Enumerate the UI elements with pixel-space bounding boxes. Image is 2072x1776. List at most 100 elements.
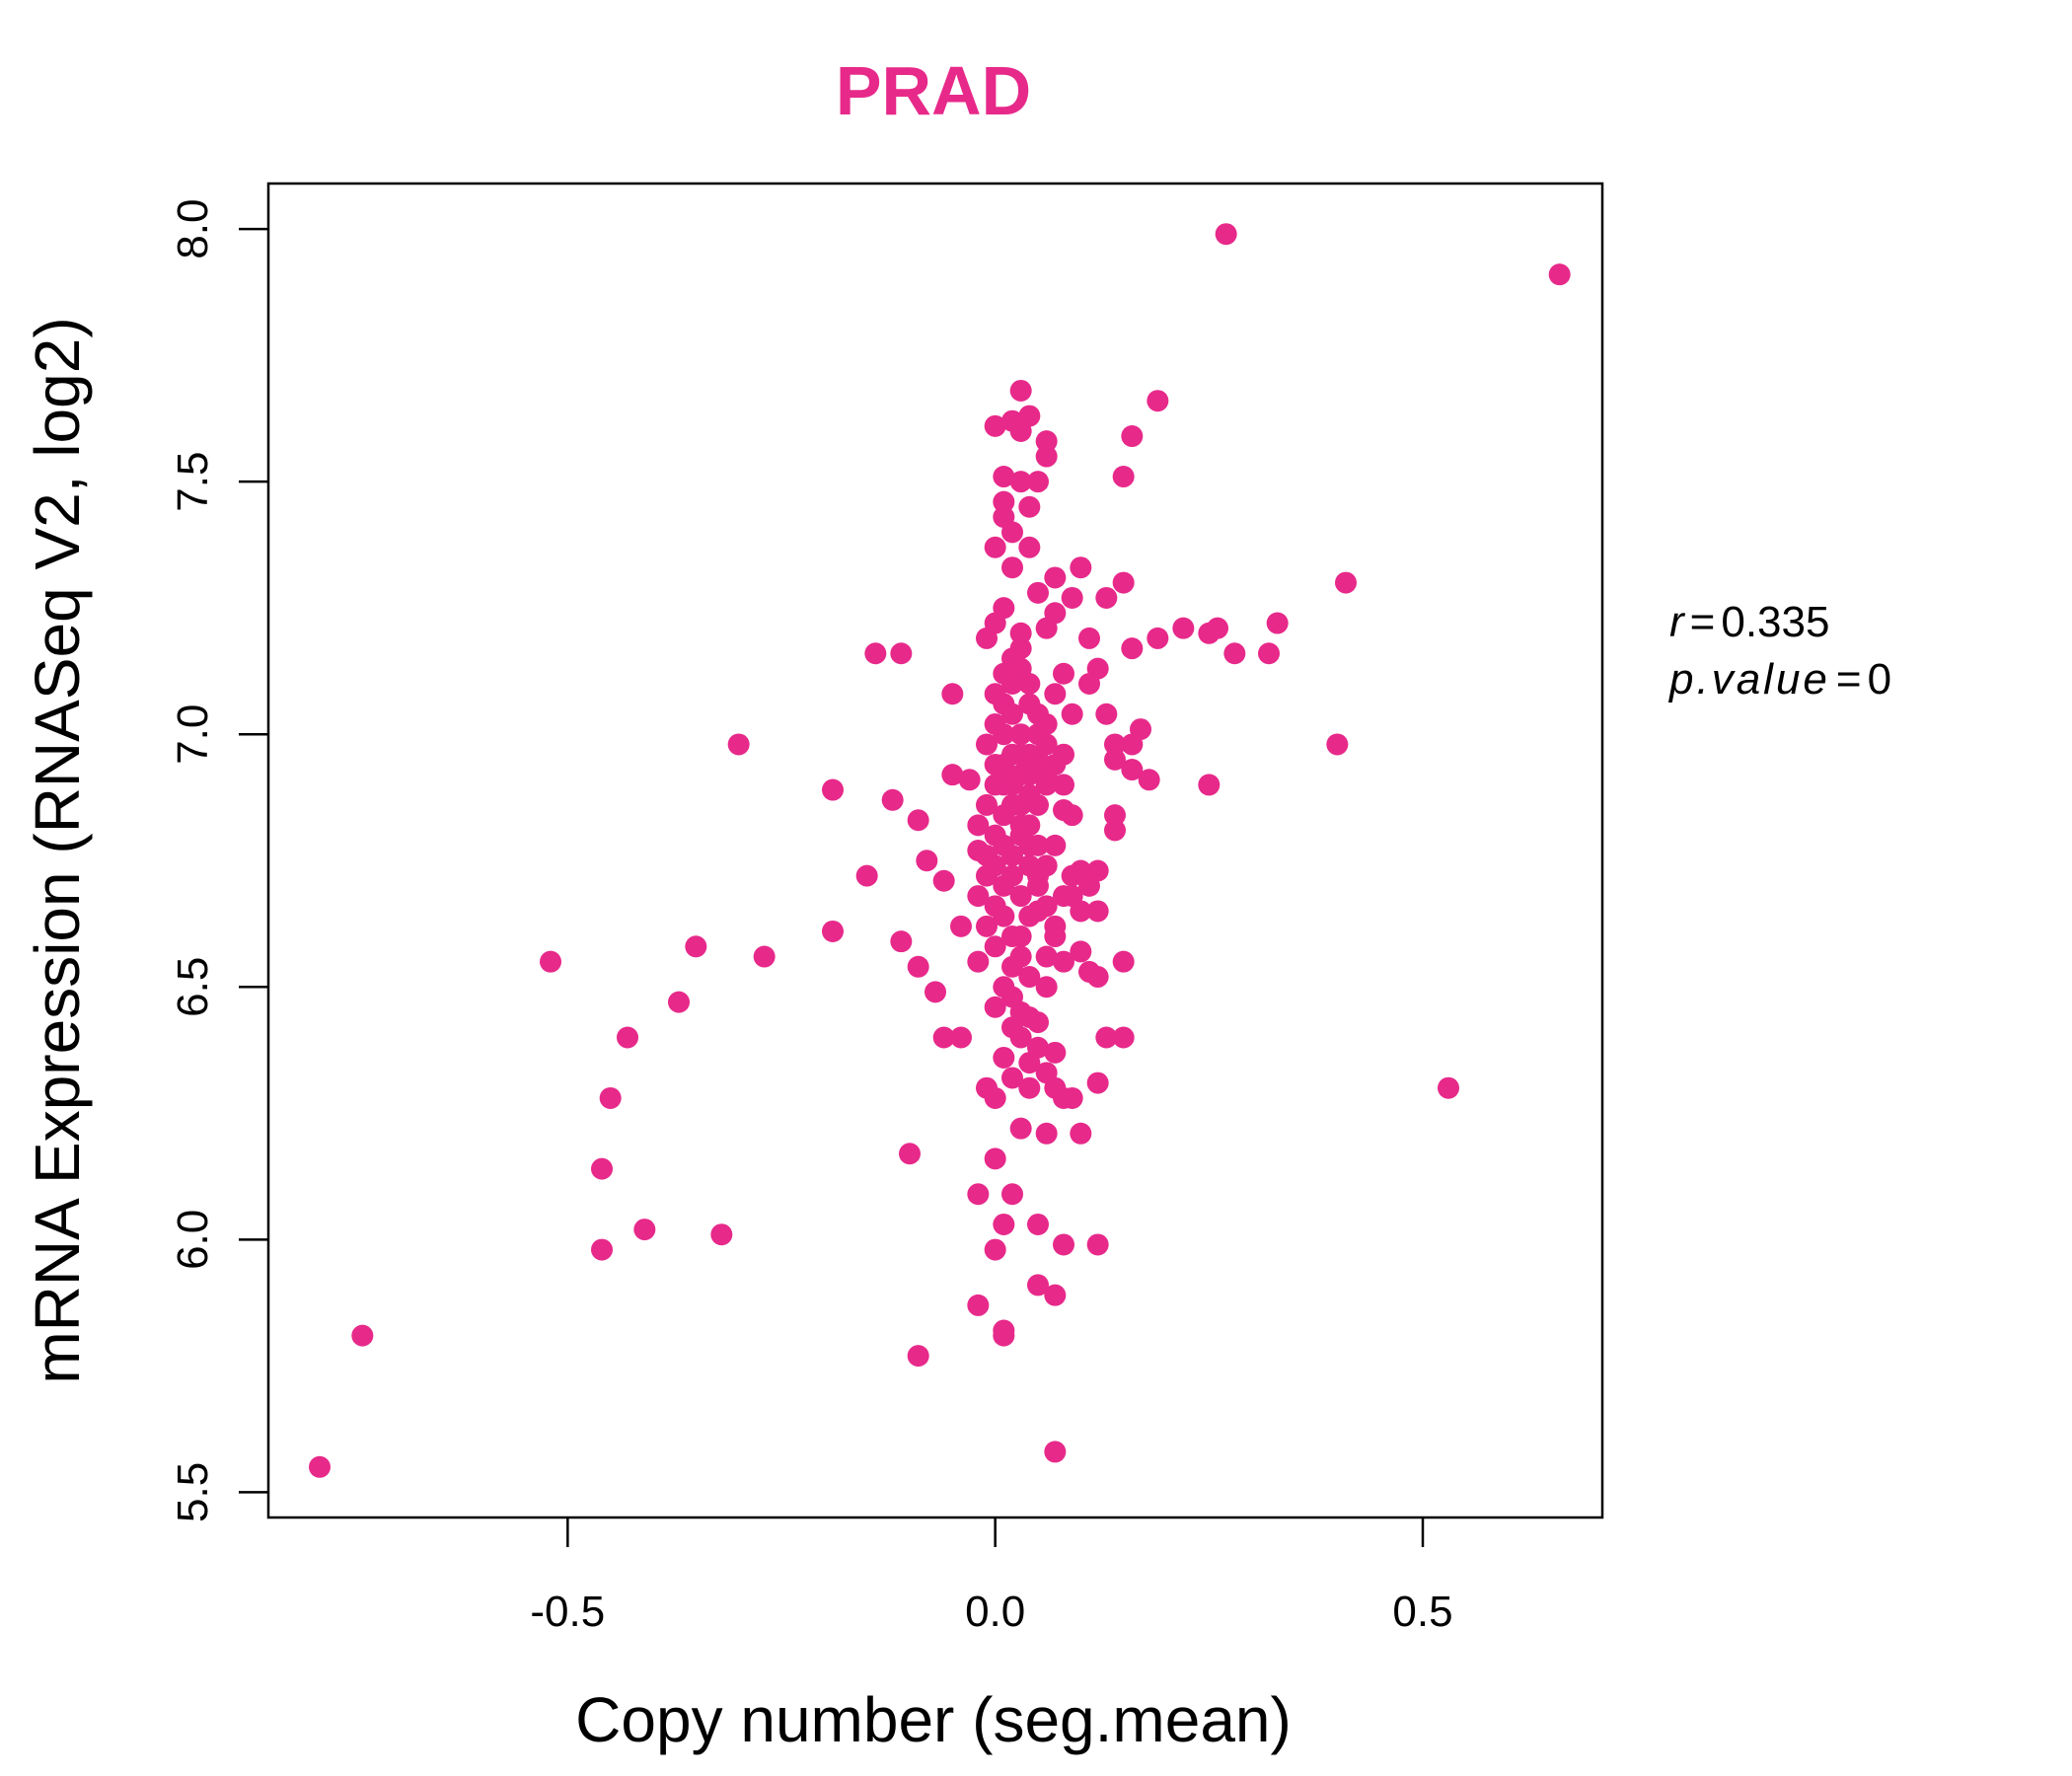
data-point — [976, 915, 998, 937]
data-point — [822, 920, 844, 942]
data-point — [1044, 683, 1067, 705]
data-point — [1112, 950, 1135, 973]
data-point — [540, 950, 561, 973]
data-point — [1121, 637, 1144, 660]
data-point — [1009, 885, 1032, 908]
data-point — [1001, 925, 1023, 948]
data-point — [1018, 1006, 1041, 1028]
data-point — [1027, 864, 1049, 887]
data-points — [309, 223, 1571, 1478]
data-point — [1266, 612, 1289, 634]
data-point — [890, 642, 913, 665]
data-point — [1035, 733, 1058, 756]
data-point — [1070, 1122, 1092, 1145]
y-axis: 5.5 6.0 6.5 7.0 7.5 8.0 — [169, 199, 268, 1522]
x-axis-label: Copy number (seg.mean) — [575, 1684, 1292, 1755]
data-point — [1112, 571, 1135, 594]
data-point — [976, 793, 998, 816]
y-tick-label: 7.5 — [169, 452, 217, 512]
data-point — [855, 864, 878, 887]
data-point — [1044, 602, 1067, 625]
data-point — [822, 778, 844, 801]
data-point — [1086, 1072, 1109, 1094]
data-point — [1086, 1233, 1109, 1256]
data-point — [1001, 556, 1023, 579]
data-point — [993, 490, 1015, 513]
data-point — [993, 1319, 1015, 1342]
y-tick-label: 6.5 — [169, 957, 217, 1017]
data-point — [1095, 1026, 1118, 1049]
data-point — [958, 769, 981, 791]
data-point — [1061, 586, 1083, 609]
r-value: 0.335 — [1721, 598, 1829, 646]
data-point — [932, 869, 955, 892]
plot-area-frame — [266, 182, 1604, 1519]
data-point — [1207, 617, 1228, 639]
data-point — [967, 950, 990, 973]
data-point — [1078, 673, 1100, 695]
data-point — [1001, 864, 1023, 887]
data-point — [993, 834, 1015, 856]
data-point — [1070, 556, 1092, 579]
data-point — [1035, 1062, 1058, 1084]
data-point — [1198, 774, 1221, 796]
data-point — [599, 1086, 622, 1109]
p-stat-line: p.value = 0 — [1667, 655, 1891, 703]
data-point — [1001, 521, 1023, 544]
data-point — [941, 764, 964, 786]
x-tick-label: 0.0 — [965, 1588, 1025, 1636]
data-point — [984, 683, 1006, 705]
x-tick-label: -0.5 — [530, 1588, 605, 1636]
data-point — [984, 854, 1006, 877]
data-point — [941, 683, 964, 705]
data-point — [1027, 1036, 1049, 1059]
data-point — [1070, 859, 1092, 882]
data-point — [685, 935, 707, 958]
data-point — [976, 733, 998, 756]
data-point — [1095, 586, 1118, 609]
data-point — [1104, 819, 1126, 842]
y-tick-label: 6.0 — [169, 1210, 217, 1270]
data-point — [1044, 1041, 1067, 1064]
data-point — [1061, 703, 1083, 725]
data-point — [881, 788, 904, 811]
data-point — [984, 1147, 1006, 1170]
data-point — [890, 930, 913, 953]
data-point — [993, 466, 1015, 488]
data-point — [907, 809, 929, 832]
data-point — [950, 915, 972, 937]
data-point — [591, 1157, 613, 1180]
data-point — [864, 642, 887, 665]
data-point — [1027, 1213, 1049, 1235]
data-point — [753, 945, 776, 968]
data-point — [1104, 748, 1126, 771]
data-point — [1044, 1284, 1067, 1306]
data-point — [1044, 915, 1067, 937]
data-point — [617, 1026, 638, 1049]
data-point — [984, 996, 1006, 1018]
data-point — [1001, 703, 1023, 725]
data-point — [1053, 662, 1074, 685]
data-point — [1027, 703, 1049, 725]
data-point — [1018, 536, 1041, 558]
data-point — [993, 905, 1015, 927]
data-point — [591, 1238, 613, 1261]
data-point — [351, 1324, 374, 1347]
data-point — [633, 1219, 656, 1241]
data-point — [1035, 445, 1058, 468]
data-point — [1112, 1026, 1135, 1049]
data-point — [1086, 966, 1109, 989]
data-point — [1112, 466, 1135, 488]
data-point — [984, 1238, 1006, 1261]
data-point — [1009, 1117, 1032, 1140]
data-point — [1035, 430, 1058, 453]
data-point — [1147, 627, 1169, 649]
data-point — [1061, 885, 1083, 908]
data-point — [993, 723, 1015, 746]
y-tick-label: 5.5 — [169, 1462, 217, 1522]
data-point — [1027, 1274, 1049, 1296]
data-point — [1438, 1076, 1459, 1099]
x-tick-label: 0.5 — [1392, 1588, 1452, 1636]
y-tick-label: 7.0 — [169, 704, 217, 765]
